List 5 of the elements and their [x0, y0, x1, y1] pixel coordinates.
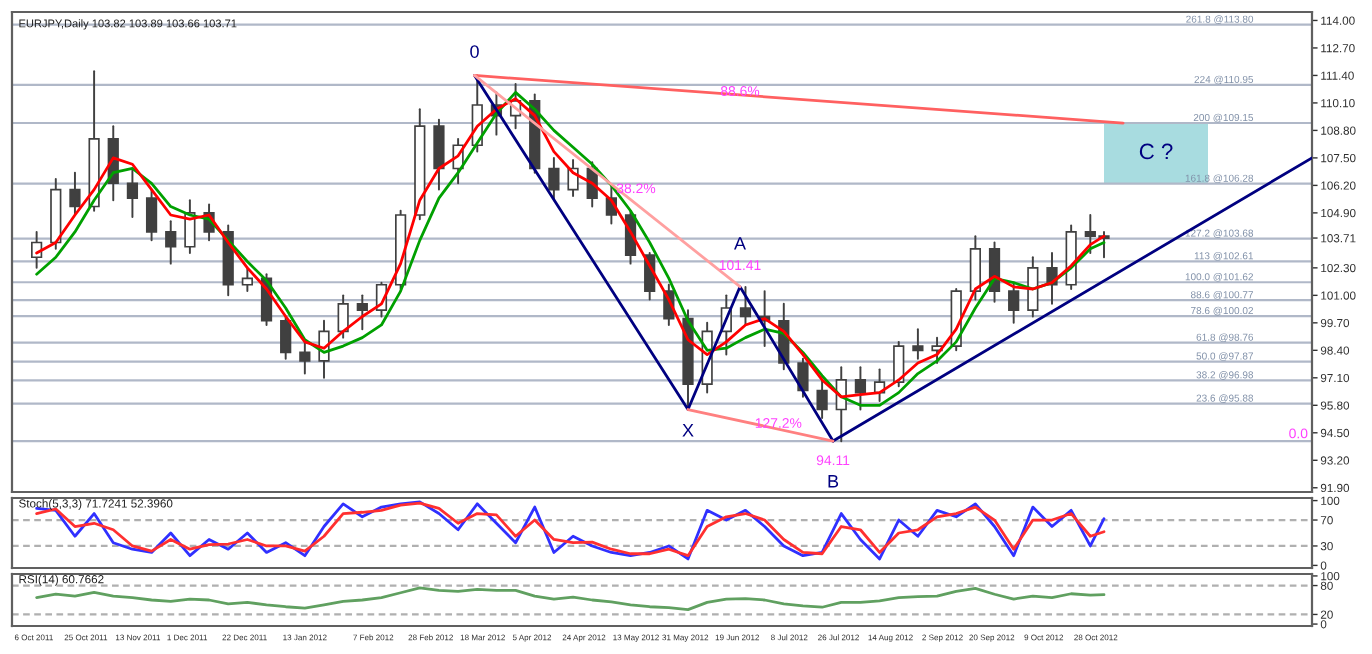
annotation: X	[682, 424, 694, 437]
annotation: 0	[470, 45, 479, 58]
annotation: A	[734, 237, 746, 250]
annotation: B	[828, 475, 839, 488]
band-label: C ?	[1139, 143, 1173, 160]
